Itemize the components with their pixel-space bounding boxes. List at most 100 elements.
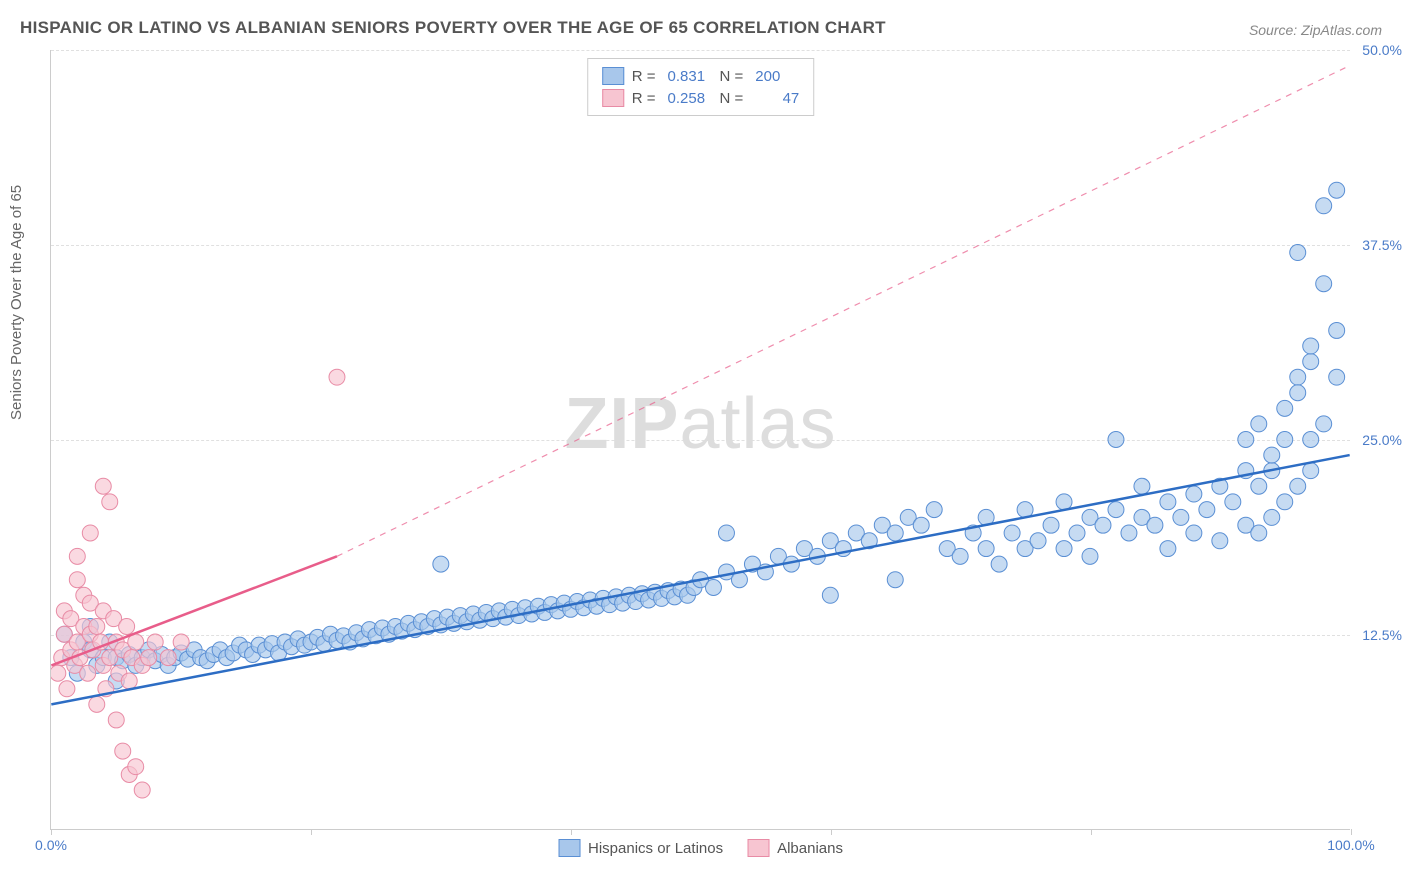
n-value-albanian: 47	[755, 90, 799, 107]
x-tick	[831, 829, 832, 835]
n-value-hispanic: 200	[755, 68, 799, 85]
r-value-hispanic: 0.831	[668, 68, 712, 85]
scatter-point	[1173, 509, 1189, 525]
y-tick-label: 25.0%	[1362, 432, 1402, 448]
swatch-albanian-icon	[747, 839, 769, 857]
scatter-point	[59, 681, 75, 697]
scatter-point	[1160, 541, 1176, 557]
x-start-label: 0.0%	[35, 837, 67, 853]
swatch-hispanic-icon	[558, 839, 580, 857]
legend-item-hispanic: Hispanics or Latinos	[558, 839, 723, 857]
scatter-point	[1251, 416, 1267, 432]
scatter-point	[1056, 494, 1072, 510]
scatter-point	[1238, 432, 1254, 448]
scatter-point	[913, 517, 929, 533]
legend-item-albanian: Albanians	[747, 839, 843, 857]
scatter-point	[1264, 509, 1280, 525]
scatter-point	[887, 572, 903, 588]
x-tick	[311, 829, 312, 835]
regression-extension	[337, 66, 1350, 557]
scatter-point	[1290, 478, 1306, 494]
regression-line	[51, 455, 1349, 704]
r-label: R =	[632, 90, 656, 107]
stats-row-albanian: R = 0.258 N = 47	[602, 87, 800, 109]
scatter-point	[141, 650, 157, 666]
scatter-point	[1316, 198, 1332, 214]
scatter-point	[121, 673, 137, 689]
scatter-point	[1121, 525, 1137, 541]
y-tick-label: 50.0%	[1362, 42, 1402, 58]
scatter-point	[115, 743, 131, 759]
scatter-point	[1277, 400, 1293, 416]
source-attribution: Source: ZipAtlas.com	[1249, 22, 1382, 38]
scatter-point	[1329, 322, 1345, 338]
scatter-point	[1329, 182, 1345, 198]
r-value-albanian: 0.258	[668, 90, 712, 107]
scatter-point	[1303, 354, 1319, 370]
scatter-point	[887, 525, 903, 541]
scatter-point	[128, 759, 144, 775]
y-tick-label: 37.5%	[1362, 237, 1402, 253]
scatter-point	[102, 494, 118, 510]
stats-legend: R = 0.831 N = 200 R = 0.258 N = 47	[587, 58, 815, 116]
scatter-point	[926, 502, 942, 518]
scatter-point	[1225, 494, 1241, 510]
scatter-point	[89, 618, 105, 634]
scatter-point	[1043, 517, 1059, 533]
x-tick	[571, 829, 572, 835]
scatter-point	[1108, 432, 1124, 448]
scatter-point	[952, 548, 968, 564]
scatter-point	[89, 696, 105, 712]
scatter-point	[1186, 525, 1202, 541]
scatter-point	[1186, 486, 1202, 502]
scatter-point	[1082, 548, 1098, 564]
x-tick	[51, 829, 52, 835]
scatter-point	[1108, 502, 1124, 518]
scatter-point	[80, 665, 96, 681]
scatter-point	[1004, 525, 1020, 541]
scatter-point	[1290, 369, 1306, 385]
scatter-point	[69, 548, 85, 564]
scatter-point	[1290, 385, 1306, 401]
scatter-point	[991, 556, 1007, 572]
scatter-point	[134, 782, 150, 798]
scatter-point	[1303, 463, 1319, 479]
scatter-point	[1030, 533, 1046, 549]
scatter-point	[1212, 533, 1228, 549]
x-end-label: 100.0%	[1327, 837, 1374, 853]
scatter-point	[160, 650, 176, 666]
scatter-point	[1303, 432, 1319, 448]
stats-row-hispanic: R = 0.831 N = 200	[602, 65, 800, 87]
scatter-point	[173, 634, 189, 650]
scatter-point	[1277, 432, 1293, 448]
scatter-point	[1316, 416, 1332, 432]
scatter-point	[433, 556, 449, 572]
scatter-point	[119, 618, 135, 634]
n-label: N =	[720, 90, 744, 107]
scatter-point	[705, 580, 721, 596]
scatter-point	[1095, 517, 1111, 533]
scatter-point	[1199, 502, 1215, 518]
series-legend: Hispanics or Latinos Albanians	[558, 839, 843, 857]
scatter-point	[1316, 276, 1332, 292]
chart-title: HISPANIC OR LATINO VS ALBANIAN SENIORS P…	[20, 18, 886, 38]
swatch-hispanic	[602, 67, 624, 85]
scatter-point	[822, 587, 838, 603]
scatter-point	[95, 478, 111, 494]
swatch-albanian	[602, 89, 624, 107]
scatter-point	[69, 572, 85, 588]
y-tick-label: 12.5%	[1362, 627, 1402, 643]
scatter-point	[1069, 525, 1085, 541]
scatter-point	[1329, 369, 1345, 385]
scatter-point	[1290, 245, 1306, 261]
scatter-point	[1147, 517, 1163, 533]
scatter-point	[108, 712, 124, 728]
scatter-point	[1277, 494, 1293, 510]
scatter-point	[1251, 478, 1267, 494]
y-axis-label: Seniors Poverty Over the Age of 65	[8, 185, 25, 420]
legend-label-hispanic: Hispanics or Latinos	[588, 840, 723, 857]
scatter-point	[978, 541, 994, 557]
legend-label-albanian: Albanians	[777, 840, 843, 857]
scatter-point	[1056, 541, 1072, 557]
r-label: R =	[632, 68, 656, 85]
